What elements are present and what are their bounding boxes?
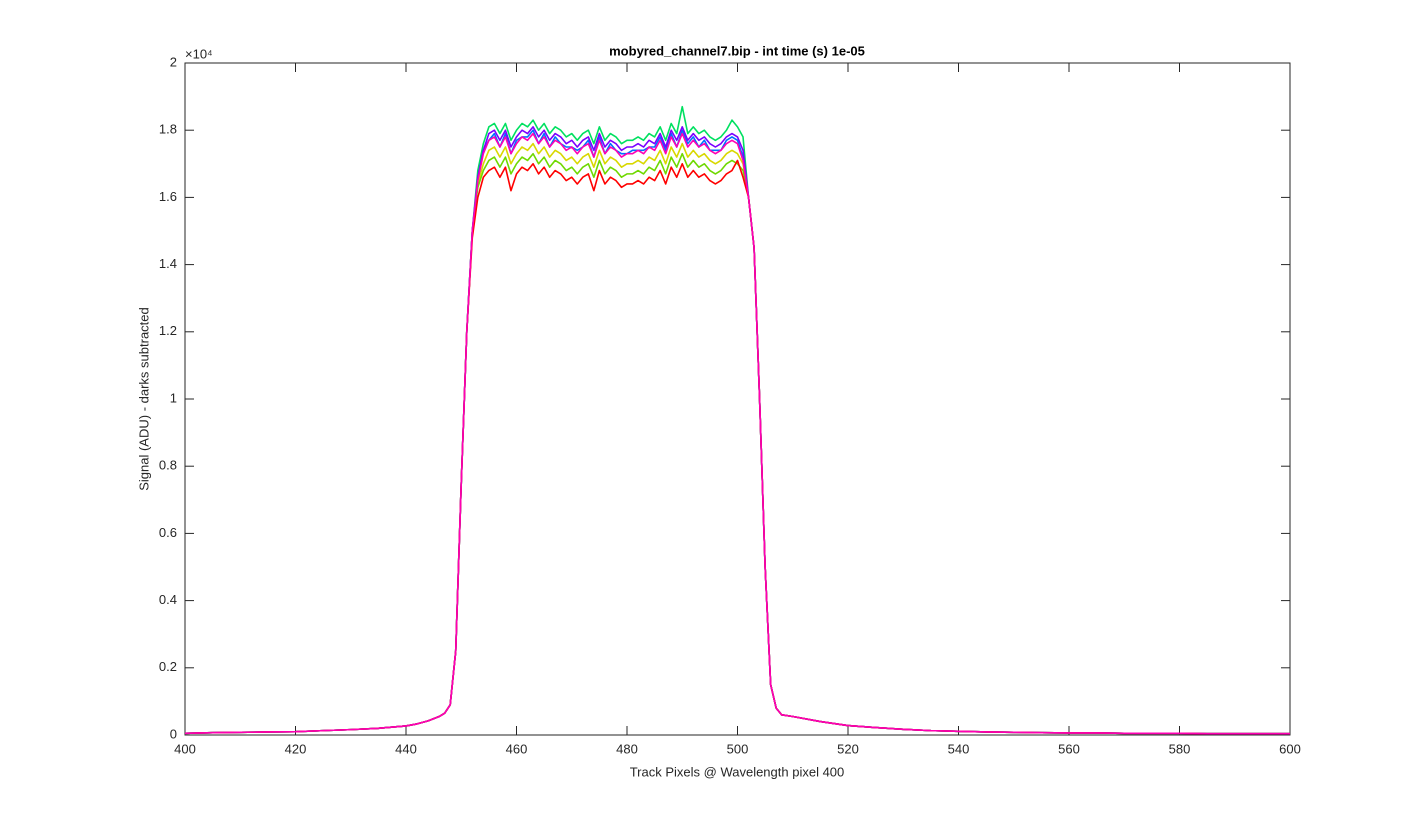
chart-title: mobyred_channel7.bip - int time (s) 1e-0…: [609, 43, 865, 58]
y-tick-label: 1.4: [159, 256, 177, 271]
y-tick-label: 1.8: [159, 122, 177, 137]
y-axis-label: Signal (ADU) - darks subtracted: [136, 307, 151, 491]
x-tick-label: 400: [174, 741, 196, 756]
x-tick-label: 540: [948, 741, 970, 756]
plot-frame: [184, 62, 1291, 736]
x-tick-label: 480: [616, 741, 638, 756]
x-tick-label: 560: [1058, 741, 1080, 756]
y-tick-label: 1: [170, 390, 177, 405]
x-tick-label: 580: [1169, 741, 1191, 756]
y-tick-label: 0: [170, 726, 177, 741]
y-tick-label: 2: [170, 54, 177, 69]
y-exponent: ×10⁴: [185, 46, 213, 61]
x-tick-label: 440: [395, 741, 417, 756]
y-tick-label: 0.6: [159, 525, 177, 540]
x-tick-label: 600: [1279, 741, 1301, 756]
x-tick-label: 520: [837, 741, 859, 756]
y-tick-label: 0.8: [159, 458, 177, 473]
x-tick-label: 460: [506, 741, 528, 756]
y-tick-label: 1.6: [159, 189, 177, 204]
x-tick-label: 420: [285, 741, 307, 756]
data-line: [184, 132, 1290, 735]
x-tick-label: 500: [727, 741, 749, 756]
y-tick-label: 0.4: [159, 592, 177, 607]
x-axis-label: Track Pixels @ Wavelength pixel 400: [630, 764, 845, 779]
y-tick-label: 0.2: [159, 659, 177, 674]
y-tick-label: 1.2: [159, 323, 177, 338]
